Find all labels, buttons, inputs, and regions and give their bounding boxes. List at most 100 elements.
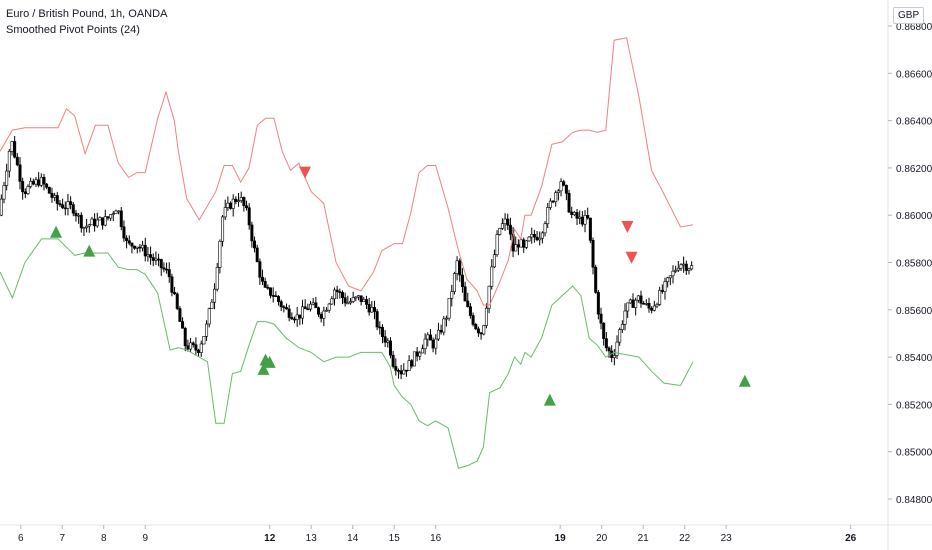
candle-body [167, 269, 171, 278]
time-tick-label: 7 [59, 533, 65, 544]
candle-body [23, 191, 27, 194]
candle-body [468, 306, 472, 316]
candle-body [530, 234, 534, 238]
pivot-low-arrow-icon [543, 393, 556, 406]
candle-body [255, 247, 259, 262]
candle-body [7, 151, 11, 172]
candle-body [18, 164, 22, 182]
pivot-high-arrow-icon [625, 251, 638, 264]
candle-body [543, 223, 547, 234]
candle-body [77, 214, 81, 217]
pivot-high-arrow-icon [621, 221, 634, 234]
candle-body [540, 232, 544, 239]
candle-body [370, 307, 374, 313]
candle-body [591, 240, 595, 268]
candle-body [130, 242, 134, 247]
price-tick-label: 0.86400 [896, 117, 932, 128]
candle-body [119, 210, 123, 228]
candle-body [335, 289, 339, 292]
candle-body [519, 239, 523, 248]
candle-body [266, 286, 270, 289]
candle-body [674, 269, 678, 272]
candle-body [431, 339, 435, 349]
time-tick-label: 14 [347, 533, 359, 544]
candle-body [474, 324, 478, 330]
candle-body [0, 198, 3, 216]
candle-body [668, 275, 672, 279]
candle-body [103, 216, 107, 226]
candle-body [261, 276, 265, 282]
candle-body [98, 217, 102, 221]
time-tick-label: 19 [555, 533, 567, 544]
candle-body [143, 244, 147, 257]
candle-body [221, 216, 225, 242]
candle-body [127, 240, 131, 244]
candle-body [535, 236, 539, 241]
price-tick-label: 0.85000 [896, 448, 932, 459]
indicator-label[interactable]: Smoothed Pivot Points (24) [6, 24, 140, 36]
candle-body [343, 297, 347, 304]
candle-body [508, 224, 512, 235]
candle-body [639, 295, 643, 304]
candle-body [615, 341, 619, 356]
candle-body [551, 200, 555, 203]
candle-body [269, 287, 273, 296]
candle-body [340, 292, 344, 298]
candle-body [285, 307, 289, 310]
candle-body [157, 258, 161, 261]
symbol-title[interactable]: Euro / British Pound, 1h, OANDA [6, 8, 168, 20]
candle-body [247, 207, 251, 226]
candle-body [386, 340, 390, 343]
candle-body [314, 302, 318, 308]
price-tick-label: 0.86600 [896, 69, 932, 80]
candle-body [375, 311, 379, 328]
candle-body [490, 266, 494, 287]
candle-body [567, 193, 571, 213]
indicator-bands [0, 37, 694, 469]
candle-body [559, 181, 563, 192]
candle-body [37, 179, 41, 186]
candle-body [218, 240, 222, 268]
candle-body [476, 328, 480, 334]
pivot-low-arrow-icon [257, 362, 270, 375]
candle-body [444, 317, 448, 320]
time-tick-label: 6 [18, 533, 24, 544]
pivot-markers [50, 166, 751, 406]
candle-body [628, 299, 632, 304]
candle-body [55, 195, 59, 204]
candle-body [570, 211, 574, 215]
candle-body [293, 318, 297, 321]
candle-body [186, 345, 190, 350]
candle-body [125, 237, 129, 241]
candle-body [250, 224, 254, 242]
pivot-low-arrow-icon [263, 355, 276, 368]
candle-body [652, 305, 656, 311]
candle-body [532, 234, 536, 238]
candle-body [319, 314, 323, 319]
candle-body [2, 185, 6, 200]
candle-body [42, 176, 46, 185]
candle-body [253, 240, 257, 249]
time-tick-label: 13 [306, 533, 318, 544]
candle-body [82, 227, 86, 229]
candle-body [479, 332, 483, 335]
candle-body [402, 369, 406, 375]
candle-body [380, 327, 384, 337]
currency-button[interactable]: GBP [893, 7, 925, 24]
candle-body [604, 338, 608, 349]
candle-body [117, 210, 121, 213]
candle-body [383, 336, 387, 343]
candle-body [492, 254, 496, 268]
candle-body [133, 245, 137, 249]
candle-body [578, 216, 582, 219]
candle-body [215, 267, 219, 290]
candle-body [428, 334, 432, 341]
candle-body [53, 195, 57, 198]
candle-body [229, 202, 233, 209]
candle-body [189, 342, 193, 350]
candle-body [594, 266, 598, 293]
pivot-high-arrow-icon [298, 166, 311, 179]
candle-body [135, 246, 139, 249]
